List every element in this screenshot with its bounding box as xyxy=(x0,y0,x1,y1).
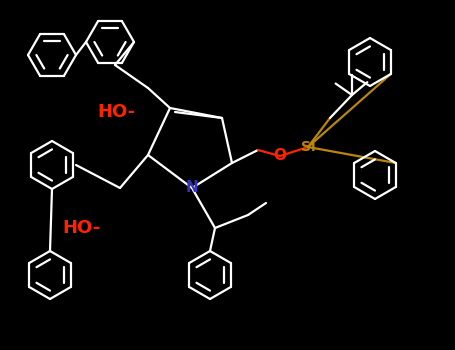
Text: O: O xyxy=(273,148,287,163)
Text: N: N xyxy=(186,181,198,196)
Text: Si: Si xyxy=(301,140,315,154)
Text: HO-: HO- xyxy=(97,103,135,121)
Text: HO-: HO- xyxy=(62,219,100,237)
